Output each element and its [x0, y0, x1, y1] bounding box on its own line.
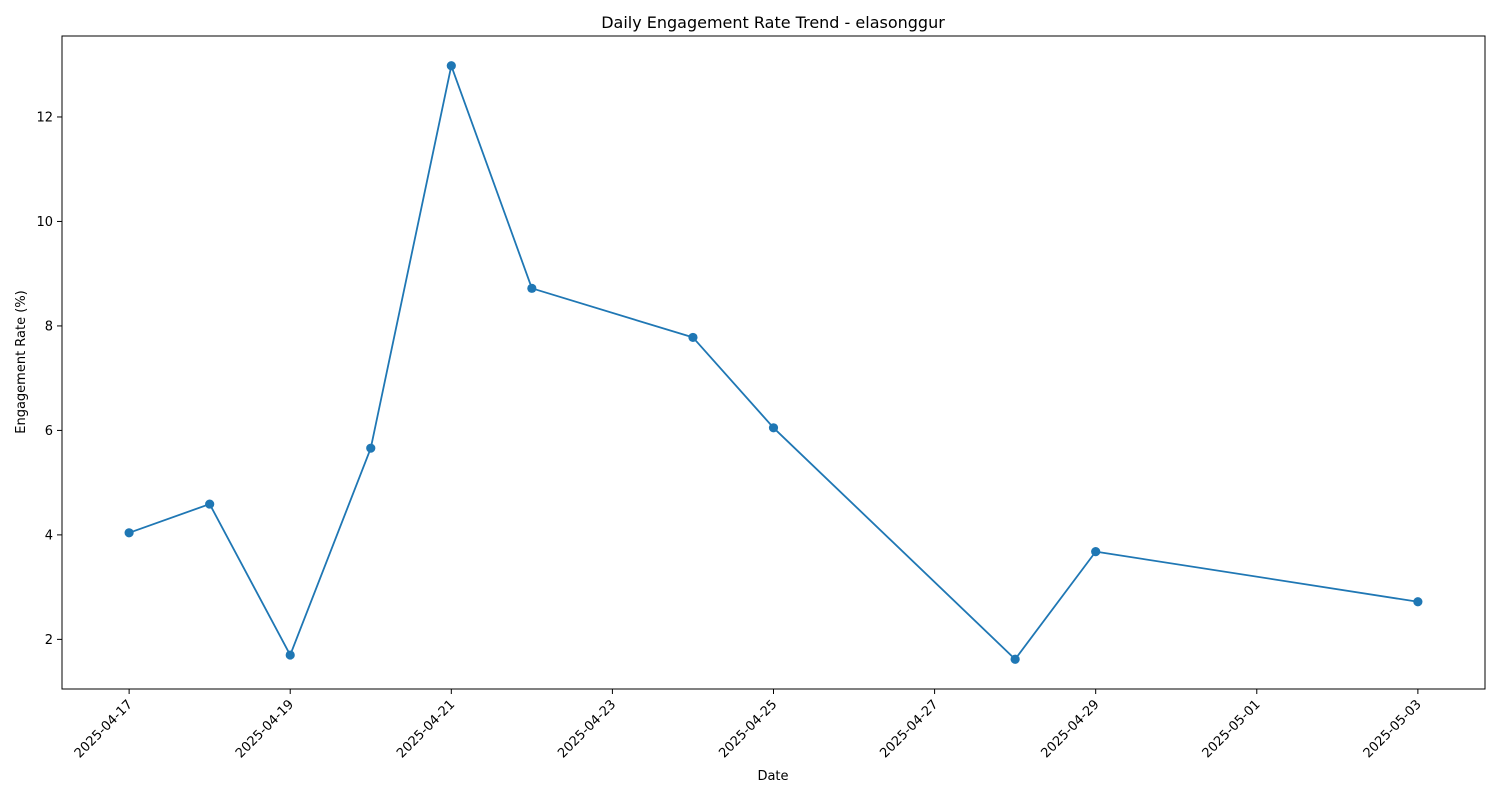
series-line — [128, 64, 1419, 661]
data-point — [366, 443, 376, 453]
x-tick-label: 2025-04-27 — [877, 697, 941, 761]
y-axis-label: Engagement Rate (%) — [14, 290, 29, 434]
data-point — [1091, 547, 1101, 557]
x-tick-label: 2025-05-03 — [1361, 697, 1425, 761]
y-tick-label: 6 — [45, 424, 53, 439]
x-tick-label: 2025-04-17 — [72, 697, 136, 761]
x-tick-label: 2025-04-19 — [233, 697, 297, 761]
y-tick-label: 8 — [45, 319, 53, 334]
x-tick-label: 2025-05-01 — [1200, 697, 1264, 761]
chart-title: Daily Engagement Rate Trend - elasonggur — [601, 13, 945, 32]
data-point — [688, 332, 698, 343]
x-axis-label: Date — [757, 769, 788, 784]
data-point — [285, 650, 295, 660]
data-point — [527, 283, 537, 293]
data-point — [124, 528, 134, 538]
x-tick-label: 2025-04-23 — [555, 697, 619, 761]
data-point — [446, 61, 456, 71]
y-tick-label: 4 — [45, 528, 53, 543]
x-tick-label: 2025-04-29 — [1038, 697, 1102, 761]
y-tick-label: 12 — [36, 110, 53, 125]
data-point — [1010, 654, 1020, 664]
data-point — [768, 423, 779, 433]
y-tick-label: 2 — [45, 633, 53, 648]
x-tick-label: 2025-04-21 — [394, 697, 458, 761]
data-point — [205, 499, 215, 509]
data-point — [1413, 597, 1423, 607]
plot-frame — [61, 35, 1486, 690]
y-tick-label: 10 — [36, 215, 53, 230]
x-tick-label: 2025-04-25 — [716, 697, 780, 761]
